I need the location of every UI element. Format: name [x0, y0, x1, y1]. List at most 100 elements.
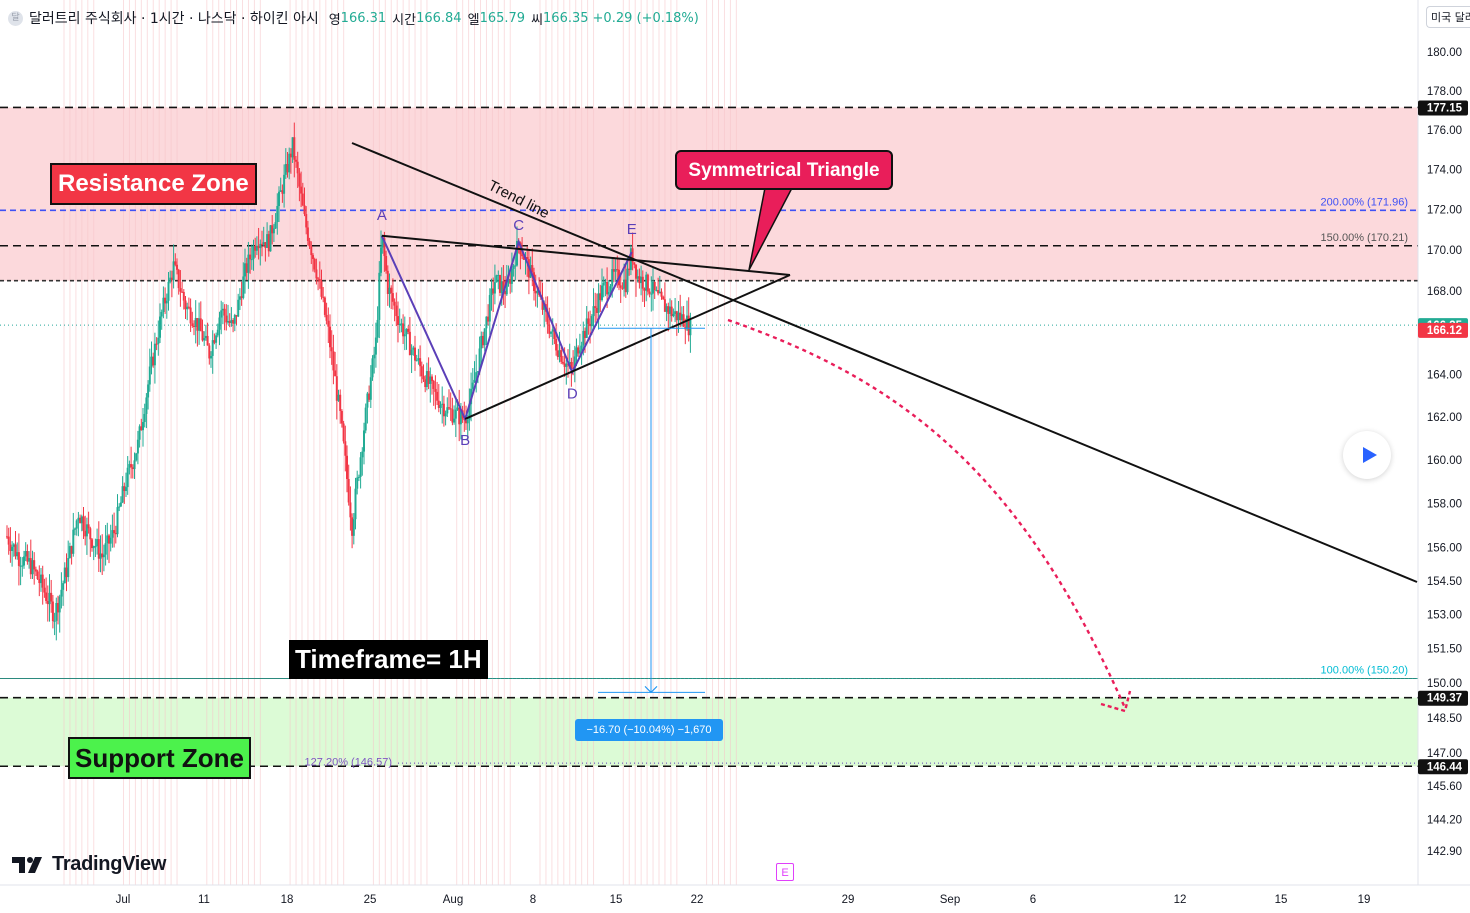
price-tag-label: 146.44: [1427, 761, 1463, 773]
projection-arrowhead: [1100, 690, 1132, 713]
candle-body: [689, 319, 692, 336]
candle-body: [368, 393, 371, 400]
earnings-event-badge[interactable]: E: [776, 863, 794, 881]
candle-body: [643, 288, 646, 291]
candle-body: [104, 543, 107, 555]
candle-body: [397, 316, 399, 325]
candle-body: [359, 457, 362, 477]
candle-body: [244, 263, 246, 277]
candle-body: [604, 282, 607, 284]
candle-body: [289, 153, 292, 158]
candle-body: [354, 488, 357, 520]
candle-body: [315, 269, 318, 279]
close-label: 씨: [531, 12, 544, 28]
candle-body: [534, 290, 537, 294]
candle-body: [252, 245, 255, 260]
candle-body: [82, 516, 85, 531]
candle-body: [291, 137, 294, 158]
candle-body: [196, 318, 199, 331]
candle-body: [160, 312, 163, 317]
candle-body: [611, 269, 614, 287]
candle-body: [449, 408, 452, 410]
candle-body: [427, 371, 430, 384]
price-tag: [1418, 759, 1468, 775]
candle-body: [337, 394, 340, 401]
candle-body: [624, 279, 627, 293]
measure-label: −16.70 (−10.04%) −1,670: [575, 719, 723, 741]
candle-body: [323, 297, 326, 315]
candle-body: [645, 274, 648, 291]
x-tick-label: 29: [842, 894, 855, 906]
candle-body: [580, 345, 583, 351]
candle-body: [595, 307, 598, 313]
y-tick-label: 164.00: [1427, 369, 1462, 381]
candle-body: [488, 295, 491, 322]
candle-body: [638, 276, 641, 284]
symbol-title[interactable]: 달러트리 주식회사 · 1시간 · 나스닥 · 하이킨 아시: [29, 11, 319, 27]
y-tick-label: 176.00: [1427, 125, 1462, 137]
open-label: 영: [328, 12, 341, 28]
candle-body: [312, 255, 314, 259]
candle-body: [267, 234, 270, 252]
x-tick-label: 12: [1174, 894, 1187, 906]
candle-body: [184, 300, 187, 310]
candle-body: [19, 565, 22, 567]
candle-body: [633, 262, 636, 265]
candle-body: [41, 574, 44, 588]
candle-body: [674, 311, 677, 314]
candle-body: [201, 331, 204, 341]
candle-body: [614, 269, 617, 272]
candle-body: [51, 601, 54, 622]
candle-body: [121, 486, 124, 503]
candle-body: [191, 323, 194, 326]
candle-body: [672, 313, 675, 317]
candle-body: [512, 265, 515, 269]
play-button[interactable]: [1343, 431, 1391, 479]
candle-body: [218, 317, 221, 330]
currency-selector[interactable]: 미국 달러: [1426, 6, 1470, 28]
candle-body: [177, 269, 180, 289]
candle-body: [155, 343, 158, 345]
candle-body: [133, 460, 136, 470]
candle-body: [38, 579, 41, 584]
tradingview-logo[interactable]: TradingView: [12, 853, 166, 876]
candle-body: [439, 404, 442, 408]
candle-body: [553, 329, 556, 339]
candle-body: [391, 293, 394, 302]
candle-body: [106, 535, 109, 544]
candle-body: [16, 552, 19, 557]
candle-body: [284, 164, 287, 175]
candle-body: [335, 376, 338, 401]
candle-body: [63, 567, 66, 584]
candle-body: [686, 315, 688, 330]
candle-body: [499, 275, 501, 293]
candle-body: [446, 407, 449, 414]
candle-body: [495, 275, 498, 283]
candle-body: [126, 467, 129, 488]
candle-body: [220, 310, 223, 318]
candle-body: [164, 297, 167, 304]
pattern-point-label: B: [460, 432, 470, 449]
candle-body: [266, 234, 269, 248]
candle-body: [602, 282, 605, 286]
candle-body: [386, 270, 389, 294]
candle-body: [257, 245, 260, 249]
candle-body: [597, 293, 600, 313]
candle-body: [271, 225, 274, 234]
candle-body: [414, 347, 416, 361]
candle-body: [152, 356, 155, 366]
candle-body: [330, 347, 333, 352]
candle-body: [293, 137, 296, 160]
candle-body: [514, 265, 517, 267]
y-tick-label: 158.00: [1427, 498, 1462, 510]
x-tick-label: 22: [691, 894, 704, 906]
candle-body: [351, 517, 354, 536]
candle-body: [453, 418, 456, 423]
candle-body: [118, 506, 121, 508]
candle-body: [68, 546, 71, 558]
trend-line: [351, 142, 1418, 583]
candle-body: [432, 381, 435, 389]
candle-body: [551, 329, 554, 332]
abcde-pattern: [380, 235, 633, 422]
